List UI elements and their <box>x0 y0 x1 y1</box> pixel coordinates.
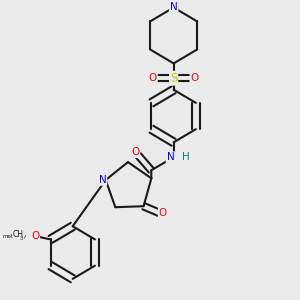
Text: O: O <box>159 208 167 218</box>
Text: O: O <box>149 73 157 83</box>
Text: H: H <box>182 152 190 162</box>
Text: N: N <box>170 2 178 13</box>
Text: O: O <box>131 147 139 157</box>
Text: O: O <box>190 73 199 83</box>
Text: O: O <box>31 231 39 241</box>
Text: methoxy: methoxy <box>2 234 26 239</box>
Text: N: N <box>167 152 174 162</box>
Text: 3: 3 <box>20 236 23 241</box>
Text: CH: CH <box>13 230 24 239</box>
Text: S: S <box>170 72 177 85</box>
Text: N: N <box>99 175 106 185</box>
